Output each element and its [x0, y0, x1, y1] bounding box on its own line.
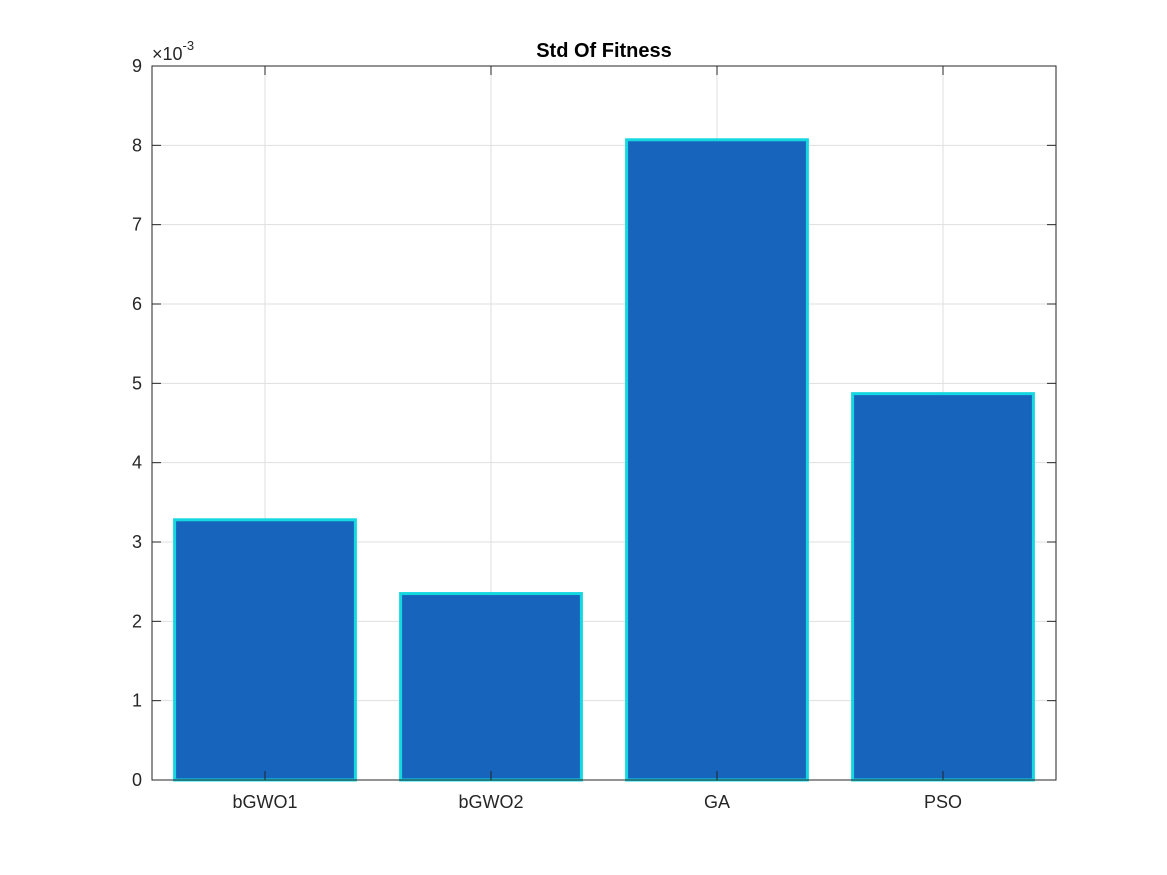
bar-pso	[851, 392, 1035, 782]
y-tick-label: 6	[132, 294, 142, 314]
y-tick-label: 5	[132, 373, 142, 393]
y-tick-label: 8	[132, 135, 142, 155]
x-tick-label: bGWO1	[232, 792, 297, 812]
y-tick-label: 7	[132, 215, 142, 235]
x-tick-label: PSO	[924, 792, 962, 812]
y-tick-label: 2	[132, 611, 142, 631]
y-tick-label: 3	[132, 532, 142, 552]
bar-bgwo2	[399, 592, 583, 782]
chart-title: Std Of Fitness	[536, 40, 672, 62]
y-axis-exponent-base: ×10	[152, 44, 183, 64]
axes-box	[151, 65, 1057, 781]
ticks: 0 1 2 3 4 5 6 7 8 9 bGWO1 bGWO2 GA PSO	[132, 56, 1056, 812]
axes	[151, 65, 1057, 781]
x-tick-label: GA	[704, 792, 730, 812]
x-tick-label: bGWO2	[458, 792, 523, 812]
y-axis-exponent: ×10-3	[152, 38, 194, 64]
y-tick-label: 0	[132, 770, 142, 790]
bar-ga	[625, 138, 809, 782]
y-tick-label: 9	[132, 56, 142, 76]
bar-bgwo1	[173, 518, 357, 782]
bars	[173, 138, 1035, 782]
y-axis-exponent-power: -3	[183, 38, 195, 53]
y-tick-label: 4	[132, 453, 142, 473]
y-tick-label: 1	[132, 691, 142, 711]
